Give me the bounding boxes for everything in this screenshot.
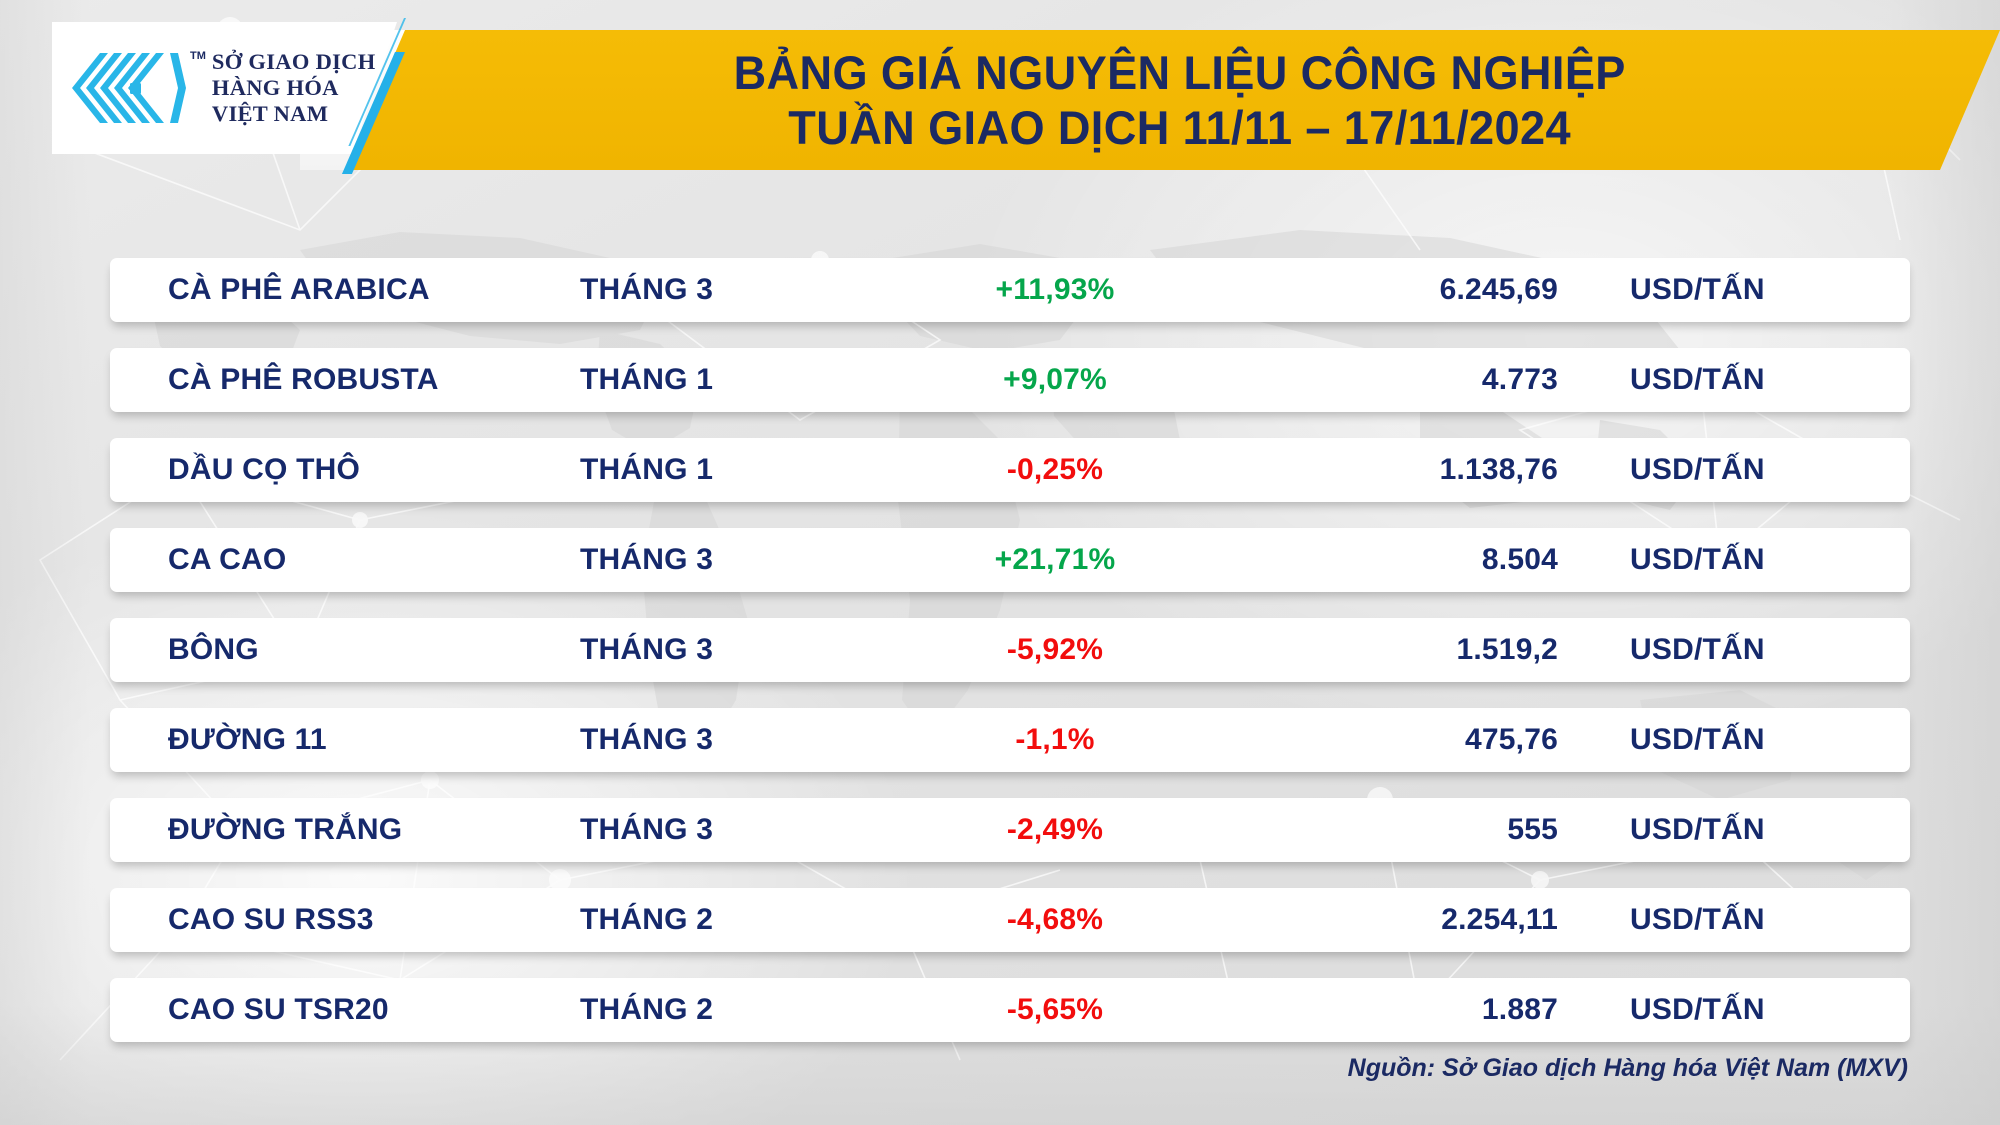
source-note: Nguồn: Sở Giao dịch Hàng hóa Việt Nam (M…	[1347, 1054, 1908, 1082]
table-row: CAO SU RSS3 THÁNG 2 -4,68% 2.254,11 USD/TẤN	[110, 888, 1910, 952]
commodity-name: ĐƯỜNG 11	[168, 723, 327, 756]
contract-month: THÁNG 3	[580, 813, 714, 846]
contract-month: THÁNG 3	[580, 723, 714, 756]
contract-month: THÁNG 2	[580, 993, 714, 1026]
price-change: -4,68%	[1006, 903, 1104, 936]
title-line-1: BẢNG GIÁ NGUYÊN LIỆU CÔNG NGHIỆP	[733, 45, 1627, 99]
price-unit: USD/TẤN	[1630, 723, 1765, 756]
table-row: ĐƯỜNG 11 THÁNG 3 -1,1% 475,76 USD/TẤN	[110, 708, 1910, 772]
price-value: 1.519,2	[1456, 633, 1558, 666]
commodity-name: ĐƯỜNG TRẮNG	[168, 813, 403, 846]
price-change: +11,93%	[995, 273, 1115, 306]
table-row: BÔNG THÁNG 3 -5,92% 1.519,2 USD/TẤN	[110, 618, 1910, 682]
price-change: -2,49%	[1006, 813, 1104, 846]
price-table: CÀ PHÊ ARABICA THÁNG 3 +11,93% 6.245,69 USD/…	[110, 258, 1910, 1042]
contract-month: THÁNG 3	[580, 273, 714, 306]
price-unit: USD/TẤN	[1630, 453, 1765, 486]
price-change: -1,1%	[1015, 723, 1095, 756]
trademark-symbol: TM	[190, 50, 206, 62]
commodity-name: CÀ PHÊ ARABICA	[168, 273, 430, 306]
logo-line-3: VIỆT NAM	[211, 101, 329, 127]
price-value: 1.138,76	[1439, 453, 1558, 486]
header-banner	[300, 30, 2000, 170]
price-unit: USD/TẤN	[1630, 273, 1765, 306]
price-unit: USD/TẤN	[1630, 543, 1765, 576]
commodity-name: CA CAO	[168, 543, 287, 576]
commodity-name: BÔNG	[168, 633, 259, 666]
logo-line-2: HÀNG HÓA	[211, 74, 339, 100]
price-unit: USD/TẤN	[1630, 363, 1765, 396]
table-row: CAO SU TSR20 THÁNG 2 -5,65% 1.887 USD/TẤN	[110, 978, 1910, 1042]
table-row: CÀ PHÊ ARABICA THÁNG 3 +11,93% 6.245,69 USD/…	[110, 258, 1910, 322]
contract-month: THÁNG 1	[580, 453, 714, 486]
price-unit: USD/TẤN	[1630, 633, 1765, 666]
contract-month: THÁNG 2	[580, 903, 714, 936]
commodity-name: CAO SU TSR20	[168, 993, 389, 1026]
price-change: +21,71%	[994, 543, 1116, 576]
logo-card: TM SỞ GIAO DỊCH HÀNG HÓA VIỆT NAM	[52, 22, 397, 154]
logo-wordmark: SỞ GIAO DỊCH HÀNG HÓA VIỆT NAM	[212, 49, 376, 127]
price-value: 555	[1507, 813, 1558, 846]
commodity-name: DẦU CỌ THÔ	[168, 453, 360, 486]
price-value: 8.504	[1481, 543, 1558, 576]
contract-month: THÁNG 3	[580, 633, 714, 666]
contract-month: THÁNG 1	[580, 363, 714, 396]
price-unit: USD/TẤN	[1630, 993, 1765, 1026]
price-change: -5,65%	[1006, 993, 1104, 1026]
price-value: 2.254,11	[1441, 903, 1558, 936]
table-row: CA CAO THÁNG 3 +21,71% 8.504 USD/TẤN	[110, 528, 1910, 592]
commodity-name: CAO SU RSS3	[168, 903, 374, 936]
table-row: CÀ PHÊ ROBUSTA THÁNG 1 +9,07% 4.773 USD/TẤN	[110, 348, 1910, 412]
price-unit: USD/TẤN	[1630, 903, 1765, 936]
title-line-2: TUẦN GIAO DỊCH 11/11 – 17/11/2024	[788, 101, 1572, 154]
price-change: +9,07%	[1003, 363, 1107, 396]
price-value: 6.245,69	[1439, 273, 1558, 306]
price-change: -0,25%	[1006, 453, 1104, 486]
price-change: -5,92%	[1006, 633, 1104, 666]
table-row: ĐƯỜNG TRẮNG THÁNG 3 -2,49% 555 USD/TẤN	[110, 798, 1910, 862]
mxv-logo-icon	[72, 53, 186, 123]
table-row: DẦU CỌ THÔ THÁNG 1 -0,25% 1.138,76 USD/TẤN	[110, 438, 1910, 502]
page-title: BẢNG GIÁ NGUYÊN LIỆU CÔNG NGHIỆP TUẦN GI…	[430, 32, 1930, 168]
price-unit: USD/TẤN	[1630, 813, 1765, 846]
page-header: TM SỞ GIAO DỊCH HÀNG HÓA VIỆT NAM BẢNG G…	[0, 0, 2000, 190]
price-value: 475,76	[1465, 723, 1558, 756]
logo-line-1: SỞ GIAO DỊCH	[211, 48, 376, 74]
commodity-name: CÀ PHÊ ROBUSTA	[168, 363, 439, 396]
contract-month: THÁNG 3	[580, 543, 714, 576]
price-value: 1.887	[1481, 993, 1558, 1026]
price-value: 4.773	[1481, 363, 1558, 396]
